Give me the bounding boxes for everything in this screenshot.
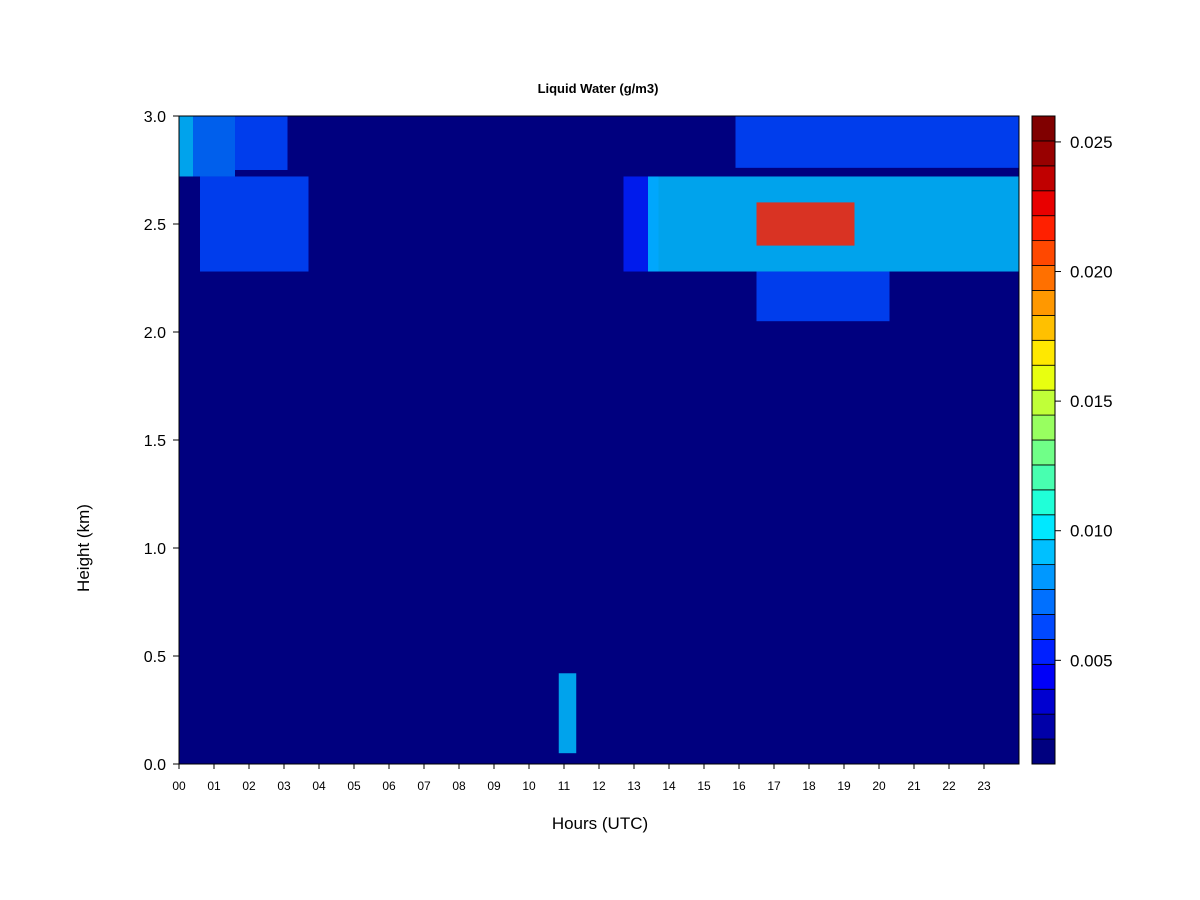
x-tick-label: 11 [558,779,571,793]
x-tick-label: 06 [382,779,396,793]
x-tick-label: 10 [522,779,536,793]
x-axis-label: Hours (UTC) [552,814,648,833]
x-tick-label: 04 [312,779,326,793]
heatmap-region-2 [235,116,288,170]
heatmap-region-9 [558,673,577,754]
x-tick-label: 22 [942,779,956,793]
x-tick-label: 12 [592,779,606,793]
colorbar-tick-label: 0.010 [1070,522,1113,541]
colorbar-segment [1031,539,1056,566]
colorbar-segment [1031,738,1056,765]
y-tick-label: 0.0 [144,757,166,774]
x-tick-label: 15 [697,779,711,793]
colorbar-frame [1031,115,1056,765]
y-tick-label: 1.0 [144,541,166,558]
x-tick-label: 17 [767,779,781,793]
colorbar-segment [1031,115,1056,142]
colorbar-segment [1031,314,1056,341]
colorbar: 0.005 0.010 0.015 0.020 0.025 [1031,115,1113,765]
colorbar-segment [1031,564,1056,590]
colorbar-segment [1031,265,1056,291]
colorbar-segment [1031,713,1056,740]
heatmap-region-3 [200,176,309,272]
y-tick-label: 0.5 [144,649,166,666]
colorbar-segment [1031,165,1056,192]
x-tick-label: 23 [977,779,991,793]
x-tick-label: 08 [452,779,466,793]
colorbar-tick-label: 0.020 [1070,263,1113,282]
x-tick-label: 13 [627,779,641,793]
heatmap-region-7 [735,116,1019,168]
heatmap-region-6 [756,202,855,246]
colorbar-tick-label: 0.015 [1070,392,1113,411]
heatmap-region-8 [756,271,890,322]
colorbar-segment [1031,290,1056,316]
x-tick-label: 02 [242,779,256,793]
colorbar-segment [1031,663,1056,690]
x-tick-label: 09 [487,779,501,793]
y-axis-label: Height (km) [74,504,93,592]
y-tick-label: 3.0 [144,109,166,126]
heatmap-region-0 [179,116,193,177]
x-tick-label: 20 [872,779,886,793]
x-tick-label: 03 [277,779,291,793]
colorbar-segment [1031,414,1056,441]
colorbar-segment [1031,638,1056,665]
plot-area [178,115,1020,765]
colorbar-tick-label: 0.005 [1070,651,1113,670]
colorbar-segment [1031,140,1056,167]
colorbar-segment [1031,489,1056,516]
colorbar-segment [1031,589,1056,615]
y-tick-label: 1.5 [144,433,166,450]
colorbar-segment [1031,688,1056,715]
colorbar-segment [1031,464,1056,491]
colorbar-segment [1031,439,1056,466]
x-tick-label: 18 [802,779,816,793]
heatmap-region-1 [193,116,235,177]
x-axis: 00 01 02 03 04 05 06 07 08 09 10 11 12 13 14 15 16 17 18 19… [172,763,1019,793]
colorbar-segment [1031,364,1056,391]
colorbar-segment [1031,339,1056,366]
colorbar-segment [1031,240,1056,266]
colorbar-segment [1031,614,1056,640]
x-tick-label: 07 [417,779,431,793]
y-tick-label: 2.0 [144,325,166,342]
x-tick-label: 00 [172,779,186,793]
y-axis: 0.0 0.5 1.0 1.5 2.0 2.5 3.0 [144,109,180,774]
y-tick-label: 2.5 [144,217,166,234]
colorbar-tick-label: 0.025 [1070,133,1113,152]
chart-title: Liquid Water (g/m3) [538,81,659,96]
x-tick-label: 01 [207,779,221,793]
x-tick-label: 14 [662,779,676,793]
x-tick-label: 05 [347,779,361,793]
x-tick-label: 21 [907,779,921,793]
colorbar-segment [1031,389,1056,416]
colorbar-segment [1031,190,1056,217]
x-tick-label: 16 [732,779,746,793]
x-tick-label: 19 [837,779,851,793]
colorbar-segment [1031,514,1056,541]
colorbar-segment [1031,215,1056,242]
